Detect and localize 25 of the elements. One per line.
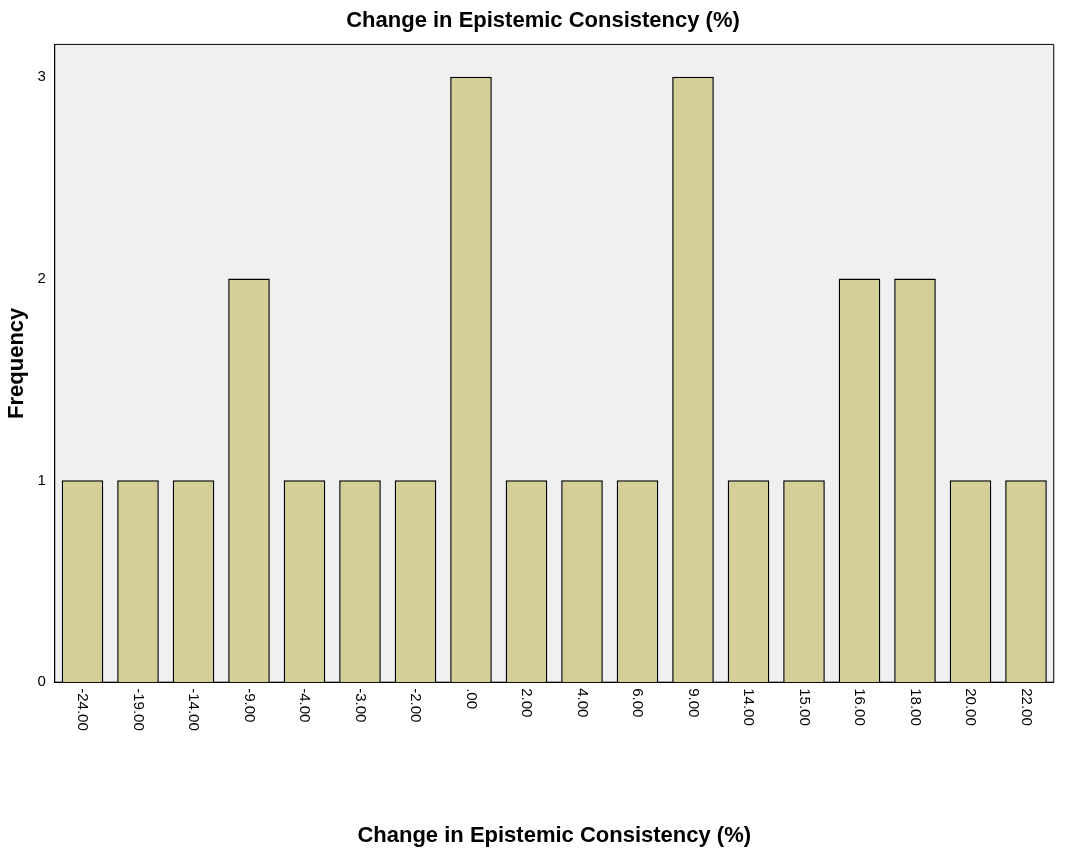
y-tick-label: 0 bbox=[37, 672, 46, 690]
x-tick-label: 4.00 bbox=[574, 688, 592, 718]
x-tick-label: 14.00 bbox=[741, 688, 759, 726]
x-axis-title: Change in Epistemic Consistency (%) bbox=[357, 821, 752, 847]
x-tick-label: 9.00 bbox=[685, 688, 703, 718]
x-tick-label: .00 bbox=[463, 688, 481, 710]
x-tick-label: 15.00 bbox=[796, 688, 814, 726]
x-tick-label: 6.00 bbox=[630, 688, 648, 718]
x-tick-label: -24.00 bbox=[75, 688, 93, 731]
y-tick-label: 3 bbox=[37, 66, 46, 84]
chart-title: Change in Epistemic Consistency (%) bbox=[346, 7, 740, 33]
x-tick-label: 2.00 bbox=[519, 688, 537, 718]
y-axis-title: Frequency bbox=[3, 306, 29, 419]
y-tick-label: 1 bbox=[37, 470, 46, 488]
x-tick-label: -4.00 bbox=[297, 688, 315, 723]
x-tick-label: -3.00 bbox=[352, 688, 370, 723]
x-tick-label: -2.00 bbox=[408, 688, 426, 723]
x-tick-label: -9.00 bbox=[241, 688, 259, 723]
x-tick-label: 18.00 bbox=[907, 688, 925, 726]
x-tick-label: -19.00 bbox=[130, 688, 148, 731]
y-tick-label: 2 bbox=[37, 268, 46, 286]
x-tick-label: 22.00 bbox=[1018, 688, 1036, 726]
x-tick-label: 20.00 bbox=[963, 688, 981, 726]
x-tick-label: -14.00 bbox=[186, 688, 204, 731]
x-tick-label: 16.00 bbox=[852, 688, 870, 726]
